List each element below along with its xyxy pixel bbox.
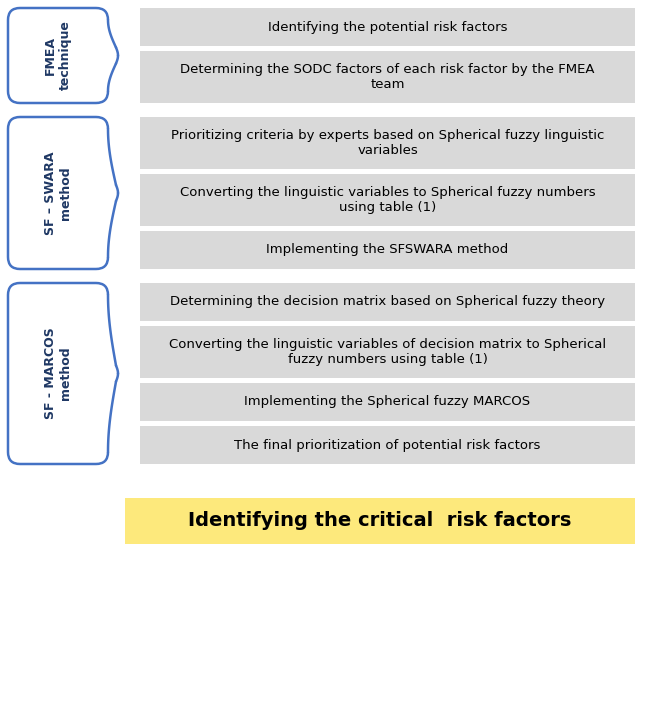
FancyBboxPatch shape — [125, 498, 635, 544]
Text: Determining the SODC factors of each risk factor by the FMEA
team: Determining the SODC factors of each ris… — [180, 63, 595, 91]
FancyBboxPatch shape — [140, 8, 635, 46]
Text: Converting the linguistic variables of decision matrix to Spherical
fuzzy number: Converting the linguistic variables of d… — [169, 338, 606, 366]
FancyBboxPatch shape — [140, 326, 635, 378]
FancyBboxPatch shape — [140, 117, 635, 169]
Text: SF – SWARA
method: SF – SWARA method — [44, 151, 72, 235]
FancyBboxPatch shape — [8, 283, 108, 464]
Text: Determining the decision matrix based on Spherical fuzzy theory: Determining the decision matrix based on… — [170, 295, 605, 308]
FancyBboxPatch shape — [140, 51, 635, 103]
FancyBboxPatch shape — [8, 8, 108, 103]
Text: Implementing the SFSWARA method: Implementing the SFSWARA method — [266, 244, 509, 256]
FancyBboxPatch shape — [140, 283, 635, 321]
FancyBboxPatch shape — [140, 231, 635, 269]
Text: Identifying the critical  risk factors: Identifying the critical risk factors — [188, 511, 571, 530]
Text: Implementing the Spherical fuzzy MARCOS: Implementing the Spherical fuzzy MARCOS — [244, 395, 531, 409]
FancyBboxPatch shape — [140, 383, 635, 421]
Text: Converting the linguistic variables to Spherical fuzzy numbers
using table (1): Converting the linguistic variables to S… — [180, 186, 595, 214]
Text: FMEA
technique: FMEA technique — [44, 21, 72, 90]
Text: SF - MARCOS
method: SF - MARCOS method — [44, 328, 72, 419]
FancyBboxPatch shape — [8, 117, 108, 269]
FancyBboxPatch shape — [140, 174, 635, 226]
Text: Identifying the potential risk factors: Identifying the potential risk factors — [268, 21, 507, 33]
Text: The final prioritization of potential risk factors: The final prioritization of potential ri… — [234, 439, 541, 451]
Text: Prioritizing criteria by experts based on Spherical fuzzy linguistic
variables: Prioritizing criteria by experts based o… — [171, 129, 604, 157]
FancyBboxPatch shape — [140, 426, 635, 464]
